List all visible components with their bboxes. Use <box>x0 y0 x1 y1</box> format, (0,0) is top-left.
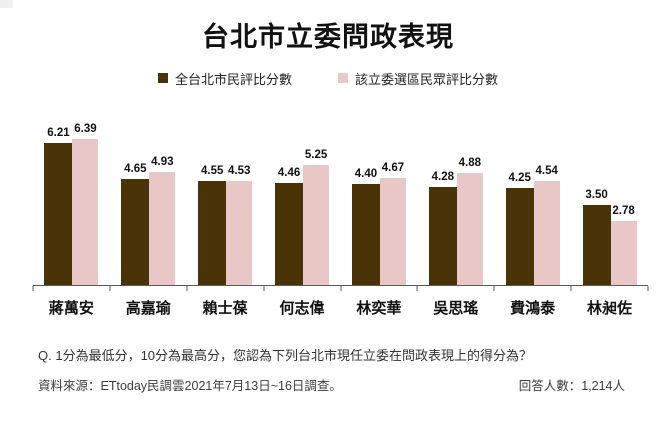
bar-0-林昶佐 <box>582 205 611 285</box>
bar-wrap: 4.55 <box>198 165 227 285</box>
corner-artifact <box>0 0 13 8</box>
bar-wrap: 4.54 <box>533 165 560 285</box>
bar-wrap: 4.93 <box>149 156 176 285</box>
axis-tick <box>186 286 188 291</box>
bar-group: 4.55 4.53 <box>187 165 264 285</box>
axis-tick <box>647 286 649 291</box>
bar-wrap: 6.39 <box>72 123 99 285</box>
bar-wrap: 4.46 <box>275 167 304 285</box>
chart-title: 台北市立委問政表現 <box>202 22 454 52</box>
bar-value-label: 4.88 <box>458 157 482 169</box>
bar-group: 6.21 6.39 <box>33 123 110 285</box>
bar-1-蔣萬安 <box>72 139 99 285</box>
bar-value-label: 4.54 <box>535 165 558 177</box>
bar-value-label: 4.65 <box>124 163 147 175</box>
bar-wrap: 4.88 <box>456 157 483 285</box>
bar-group: 4.40 4.67 <box>341 162 418 285</box>
footer-row: 資料來源：ETtoday民調雲2021年7月13日~16日調查。 回答人數：1,… <box>38 375 625 394</box>
bar-value-label: 4.67 <box>381 162 405 174</box>
bar-value-label: 4.28 <box>431 171 455 183</box>
bar-group: 3.50 2.78 <box>571 189 648 285</box>
source-text: 資料來源：ETtoday民調雲2021年7月13日~16日調查。 <box>38 379 342 393</box>
category-label: 蔣萬安 <box>48 300 94 317</box>
bar-0-賴士葆 <box>198 181 227 285</box>
category-label: 賴士葆 <box>202 300 248 317</box>
bar-1-林奕華 <box>379 178 406 285</box>
respondents-text: 回答人數：1,214人 <box>518 379 625 393</box>
bar-1-何志偉 <box>303 165 330 285</box>
bar-0-林奕華 <box>351 184 380 285</box>
bar-wrap: 6.21 <box>44 127 73 285</box>
category-label: 費鴻泰 <box>510 300 556 317</box>
axis-tick <box>416 286 418 291</box>
bar-value-label: 3.50 <box>585 189 608 201</box>
bar-value-label: 6.21 <box>47 127 70 139</box>
bar-value-label: 4.93 <box>151 156 174 168</box>
bar-wrap: 4.40 <box>351 168 380 285</box>
category-label: 吳思瑤 <box>433 300 479 317</box>
bar-0-何志偉 <box>275 183 304 285</box>
legend-swatch-citywide <box>157 73 168 83</box>
axis-tick <box>32 286 34 291</box>
bar-0-高嘉瑜 <box>121 179 150 285</box>
bar-group: 4.46 5.25 <box>264 149 341 285</box>
bar-0-費鴻泰 <box>505 188 534 285</box>
bar-wrap: 4.28 <box>428 171 457 285</box>
bar-1-吳思瑤 <box>456 173 483 285</box>
bar-1-費鴻泰 <box>533 181 560 285</box>
axis-tick <box>493 286 495 291</box>
bar-wrap: 2.78 <box>610 205 637 285</box>
bar-wrap: 5.25 <box>303 149 330 285</box>
axis-tick <box>570 286 572 291</box>
bar-wrap: 3.50 <box>582 189 611 285</box>
legend-item-citywide: 全台北市民評比分數 <box>157 69 292 88</box>
bar-wrap: 4.53 <box>226 165 253 285</box>
question-text: Q. 1分為最低分，10分為最高分，您認為下列台北市現任立委在問政表現上的得分為… <box>38 348 533 363</box>
bar-value-label: 4.40 <box>354 168 378 180</box>
bar-wrap: 4.67 <box>379 162 406 285</box>
legend-item-district: 該立委選區民眾評比分數 <box>338 69 498 88</box>
bar-chart: 6.21 6.39 4.65 4.93 4.55 4.53 4.46 5.25 4.40 4.67… <box>32 123 649 318</box>
category-label: 林昶佐 <box>587 300 633 317</box>
category-label: 何志偉 <box>279 300 325 317</box>
axis-ticks <box>32 286 649 291</box>
axis-tick <box>340 286 341 291</box>
axis-tick <box>109 286 111 291</box>
bar-0-蔣萬安 <box>44 143 73 285</box>
bar-value-label: 2.78 <box>612 205 635 217</box>
bar-value-label: 4.46 <box>277 167 301 179</box>
bar-value-label: 4.25 <box>508 172 531 184</box>
axis-tick <box>263 286 265 291</box>
bar-1-賴士葆 <box>226 181 253 285</box>
bar-group: 4.25 4.54 <box>494 165 571 285</box>
legend-label-district: 該立委選區民眾評比分數 <box>355 71 499 87</box>
bar-1-林昶佐 <box>610 221 637 285</box>
bar-wrap: 4.25 <box>505 172 534 285</box>
bar-value-label: 4.53 <box>227 165 251 177</box>
chart-legend: 全台北市民評比分數 該立委選區民眾評比分數 <box>0 69 656 88</box>
category-labels: 蔣萬安 高嘉瑜 賴士葆 何志偉 林奕華 吳思瑤 費鴻泰 林昶佐 <box>33 297 648 318</box>
bar-1-高嘉瑜 <box>149 172 176 285</box>
bar-value-label: 6.39 <box>74 123 97 135</box>
bar-0-吳思瑤 <box>428 187 457 285</box>
bar-value-label: 5.25 <box>304 149 328 161</box>
bar-value-label: 4.55 <box>200 165 224 177</box>
plot-area: 6.21 6.39 4.65 4.93 4.55 4.53 4.46 5.25 4.40 4.67… <box>33 123 648 286</box>
bar-wrap: 4.65 <box>121 163 150 285</box>
legend-label-citywide: 全台北市民評比分數 <box>174 71 292 87</box>
category-label: 林奕華 <box>356 300 402 317</box>
legend-swatch-district <box>338 73 348 83</box>
category-label: 高嘉瑜 <box>125 300 171 317</box>
bar-group: 4.65 4.93 <box>110 156 187 285</box>
bar-group: 4.28 4.88 <box>417 157 494 285</box>
